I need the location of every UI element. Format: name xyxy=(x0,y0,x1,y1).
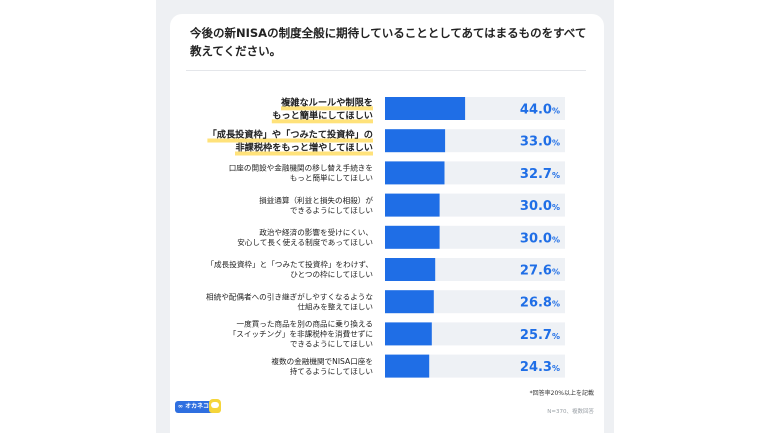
category-label: 複雑なルールや制限を xyxy=(280,96,373,108)
value-label: 33.0% xyxy=(520,135,560,150)
category-label: 安心して長く使える制度であってほしい xyxy=(237,237,373,247)
value-label: 27.6% xyxy=(520,264,560,279)
category-label: もっと簡単にしてほしい xyxy=(290,173,373,183)
mascot-icon xyxy=(209,399,221,413)
category-label: 複数の金融機関でNISA口座を xyxy=(271,356,373,366)
label-highlight xyxy=(271,119,373,124)
category-label: 相続や配偶者への引き継ぎがしやすくなるような xyxy=(206,291,373,301)
bar xyxy=(385,193,440,217)
mascot-face-icon xyxy=(211,402,219,408)
value-label: 26.8% xyxy=(520,296,560,311)
category-label: 「成長投資枠」と「つみたて投資枠」をわけず、 xyxy=(206,259,373,269)
category-label: ひとつの枠にしてほしい xyxy=(290,269,373,279)
value-label: 44.0% xyxy=(520,103,560,118)
category-label: 「スイッチング」を非課税枠を消費せずに xyxy=(229,329,373,339)
category-label: 仕組みを整えてほしい xyxy=(297,301,373,311)
bar xyxy=(385,258,436,281)
category-label: 政治や経済の影響を受けにくい、 xyxy=(259,227,373,237)
value-label: 25.7% xyxy=(520,328,560,343)
bar xyxy=(385,322,432,346)
label-highlight xyxy=(235,151,373,156)
category-label: 一度買った商品を別の商品に乗り換える xyxy=(237,319,373,329)
value-label: 24.3% xyxy=(520,360,560,375)
category-label: もっと簡単にしてほしい xyxy=(272,109,373,121)
bar xyxy=(385,161,445,185)
category-label: 口座の開設や金融機関の移し替え手続きを xyxy=(229,163,373,173)
label-highlight xyxy=(281,106,373,111)
title-divider xyxy=(186,70,586,71)
bar xyxy=(385,97,466,120)
category-label: 損益通算（利益と損失の相殺）が xyxy=(259,195,373,205)
bar xyxy=(385,290,434,314)
value-label: 32.7% xyxy=(520,167,560,182)
category-label: 「成長投資枠」や「つみたて投資枠」の xyxy=(208,129,373,141)
sample-note: N=370、複数回答 xyxy=(547,409,594,415)
category-label: 非課税枠をもっと増やしてほしい xyxy=(235,142,373,154)
chart-title: 今後の新NISAの制度全般に期待していることとしてあてはまるものをすべて教えてく… xyxy=(190,26,587,58)
footnote: *回答率20%以上を記載 xyxy=(529,390,594,397)
category-label: できるようにしてほしい xyxy=(290,340,373,349)
bar xyxy=(385,129,446,153)
okaneco-logo: ∞ オカネコ xyxy=(175,401,219,413)
category-label: 持てるようにしてほしい xyxy=(290,366,373,376)
value-label: 30.0% xyxy=(520,199,560,214)
label-highlight xyxy=(207,138,373,143)
category-label: できるようにしてほしい xyxy=(290,206,373,215)
value-label: 30.0% xyxy=(520,231,560,246)
bar-track xyxy=(385,354,565,378)
bar xyxy=(385,354,430,378)
bar xyxy=(385,225,440,249)
